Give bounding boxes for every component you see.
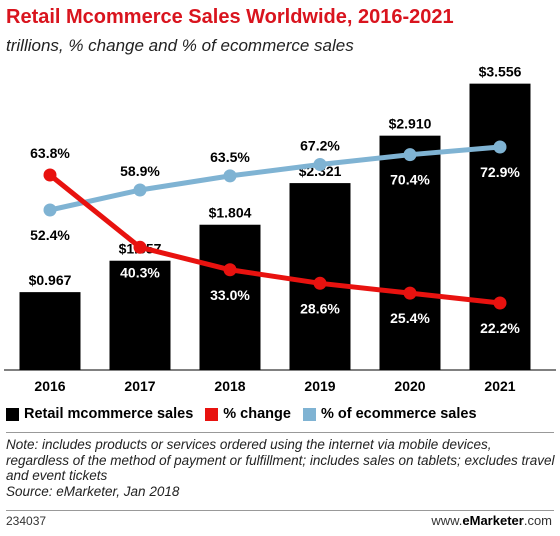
footnote: Note: includes products or services orde…: [6, 437, 556, 499]
brand-link[interactable]: www.eMarketer.com: [431, 513, 552, 528]
share-point-2017: [133, 183, 147, 197]
change-point-2021: [493, 296, 507, 310]
legend-item-change: % change: [205, 406, 291, 422]
x-tick-label: 2020: [394, 378, 425, 394]
change-point-2019: [313, 276, 327, 290]
x-tick-label: 2019: [304, 378, 335, 394]
bar-2019: [289, 183, 351, 370]
bar-2021: [469, 83, 531, 370]
bar-2020: [379, 135, 441, 370]
change-value-label: 25.4%: [390, 310, 430, 326]
legend-label: Retail mcommerce sales: [24, 406, 194, 422]
share-value-label: 58.9%: [120, 163, 160, 179]
change-value-label: 22.2%: [480, 320, 520, 336]
note-text: Note: includes products or services orde…: [6, 437, 555, 483]
share-value-label: 67.2%: [300, 138, 340, 154]
change-value-label: 33.0%: [210, 287, 250, 303]
share-value-label: 52.4%: [30, 227, 70, 243]
legend-label: % of ecommerce sales: [320, 406, 477, 422]
change-point-2018: [223, 263, 237, 277]
x-tick-label: 2016: [34, 378, 65, 394]
chart-subtitle: trillions, % change and % of ecommerce s…: [6, 36, 354, 55]
bar-value-label: $3.556: [479, 64, 522, 80]
bar-value-label: $1.804: [209, 205, 252, 221]
legend-item-ecommerce-share: % of ecommerce sales: [302, 406, 477, 422]
change-line: [47, 172, 503, 306]
bar-2018: [199, 224, 261, 370]
divider: [6, 510, 554, 511]
brand-name: eMarketer: [462, 513, 524, 528]
change-point-2016: [43, 168, 57, 182]
chart-title: Retail Mcommerce Sales Worldwide, 2016-2…: [6, 6, 454, 28]
share-point-2018: [223, 169, 237, 183]
share-value-label: 63.5%: [210, 149, 250, 165]
combo-chart: $0.967$1.357$1.804$2.321$2.910$3.5562016…: [4, 64, 556, 394]
source-text: Source: eMarketer, Jan 2018: [6, 483, 180, 499]
share-value-label: 72.9%: [480, 164, 520, 180]
bar-2016: [19, 292, 81, 370]
bar-value-label: $2.910: [389, 116, 432, 132]
legend-swatch-black: [6, 407, 19, 421]
bar-2017: [109, 260, 171, 370]
legend-label: % change: [223, 406, 291, 422]
change-value-label: 63.8%: [30, 145, 70, 161]
share-point-2020: [403, 148, 417, 162]
x-tick-label: 2017: [124, 378, 155, 394]
legend-item-mcommerce-sales: Retail mcommerce sales: [6, 406, 193, 422]
share-point-2021: [493, 140, 507, 154]
divider: [6, 432, 554, 433]
change-value-label: 28.6%: [300, 300, 340, 316]
share-value-label: 70.4%: [390, 172, 430, 188]
change-point-2017: [133, 240, 147, 254]
share-point-2019: [313, 158, 327, 172]
legend-swatch-blue: [302, 407, 316, 421]
legend-swatch-red: [205, 407, 219, 421]
share-point-2016: [43, 203, 57, 217]
bar-value-label: $0.967: [29, 272, 72, 288]
change-value-label: 40.3%: [120, 264, 160, 280]
ecommerce-share-line: [47, 144, 503, 213]
brand-suffix: .com: [523, 513, 552, 528]
x-tick-label: 2021: [484, 378, 515, 394]
x-tick-label: 2018: [214, 378, 245, 394]
change-point-2020: [403, 286, 417, 300]
chart-id: 234037: [6, 514, 47, 528]
brand-prefix: www.: [431, 513, 463, 528]
legend: Retail mcommerce sales % change % of eco…: [6, 404, 489, 424]
